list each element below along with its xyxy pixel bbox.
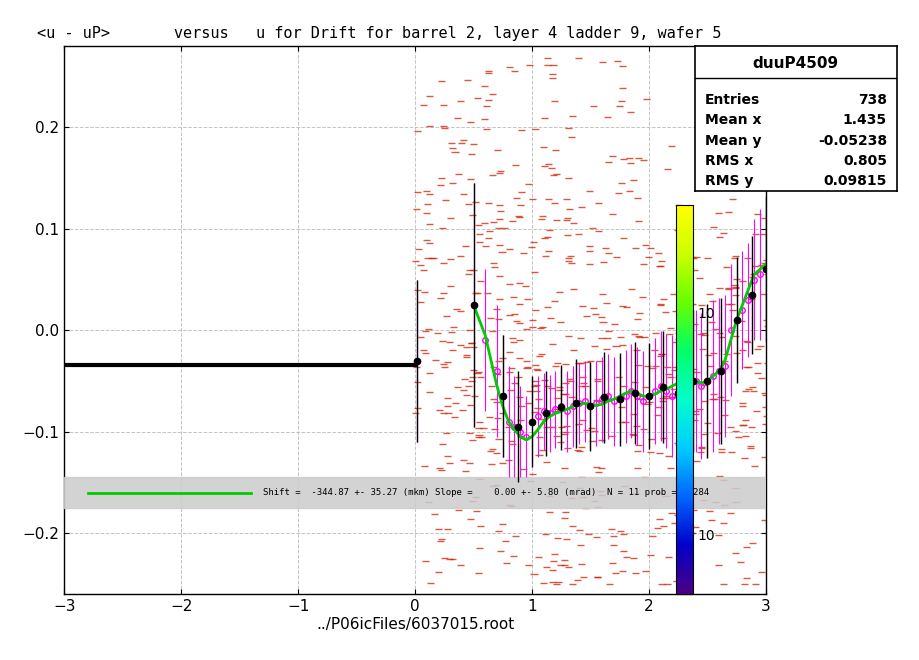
Bar bbox=[64, 477, 765, 508]
Text: 1.435: 1.435 bbox=[842, 114, 886, 127]
Text: 738: 738 bbox=[857, 93, 886, 107]
Text: <u - uP>       versus   u for Drift for barrel 2, layer 4 ladder 9, wafer 5: <u - uP> versus u for Drift for barrel 2… bbox=[37, 26, 720, 42]
Text: RMS y: RMS y bbox=[704, 174, 753, 188]
Text: 0.09815: 0.09815 bbox=[823, 174, 886, 188]
Text: -0.05238: -0.05238 bbox=[817, 133, 886, 148]
Text: 0.805: 0.805 bbox=[842, 154, 886, 168]
Text: 10: 10 bbox=[697, 529, 714, 543]
X-axis label: ../P06icFiles/6037015.root: ../P06icFiles/6037015.root bbox=[315, 616, 514, 632]
Text: Shift =  -344.87 +- 35.27 (mkm) Slope =    0.00 +- 5.80 (mrad)  N = 11 prob = 0.: Shift = -344.87 +- 35.27 (mkm) Slope = 0… bbox=[263, 488, 709, 497]
Text: Entries: Entries bbox=[704, 93, 759, 107]
Text: Mean y: Mean y bbox=[704, 133, 760, 148]
Text: duuP4509: duuP4509 bbox=[752, 56, 838, 71]
Text: 10: 10 bbox=[697, 307, 714, 321]
Text: Mean x: Mean x bbox=[704, 114, 760, 127]
Text: RMS x: RMS x bbox=[704, 154, 753, 168]
